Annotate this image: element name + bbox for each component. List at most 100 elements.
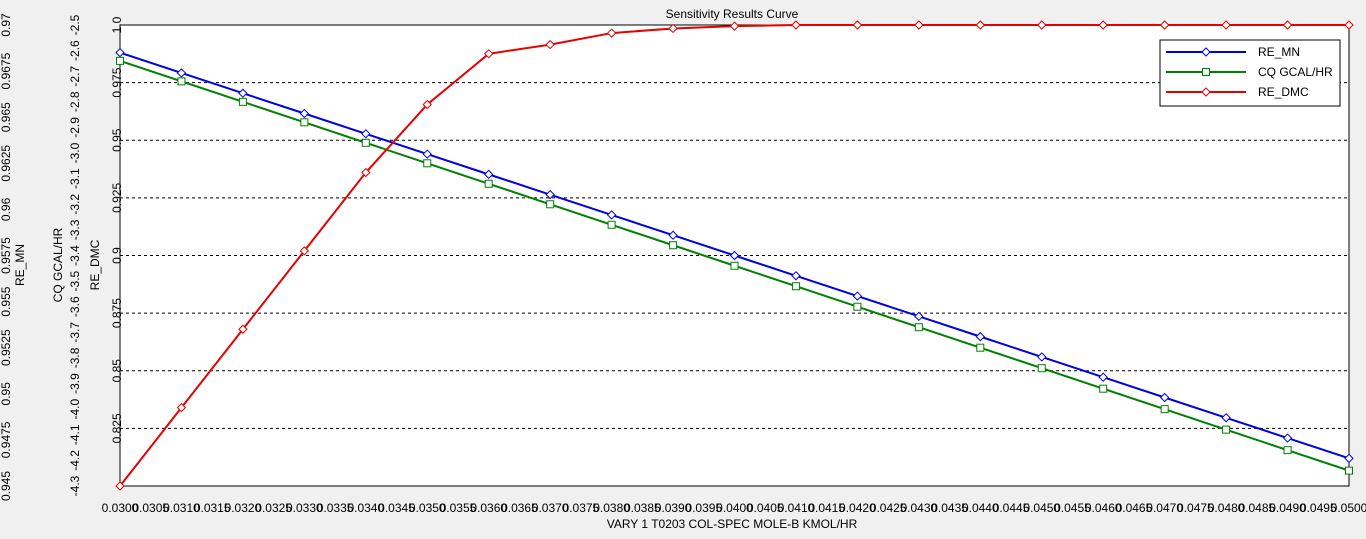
x-tick-label: 0.0490	[1269, 501, 1306, 515]
y-tick-label: -3.9	[68, 373, 82, 394]
data-point	[1282, 433, 1293, 443]
x-tick-label: 0.0455	[1054, 501, 1091, 515]
data-point	[115, 47, 125, 58]
data-point	[299, 246, 310, 256]
data-point	[853, 302, 862, 311]
y-tick-label: -2.5	[68, 14, 82, 35]
data-point	[1159, 392, 1170, 403]
x-tick-label: 0.0475	[1177, 501, 1214, 515]
x-tick-label: 0.0400	[716, 501, 753, 515]
data-point	[1037, 352, 1047, 362]
data-point	[177, 77, 186, 86]
data-point	[606, 210, 617, 220]
data-point	[606, 28, 617, 38]
x-tick-label: 0.0390	[655, 501, 692, 515]
y-tick-label: 0.95	[0, 382, 13, 406]
legend-item: CQ GCAL/HR	[1166, 65, 1333, 79]
data-point	[299, 108, 310, 119]
y-tick-label: 0.925	[110, 183, 124, 213]
x-tick-label: 0.0415	[808, 501, 845, 515]
data-point	[1222, 425, 1231, 434]
x-tick-label: 0.0360	[470, 501, 507, 515]
data-point	[1345, 466, 1353, 475]
data-point	[1344, 20, 1354, 30]
y-tick-label: 0.95	[110, 128, 124, 152]
y-tick-label: -3.1	[68, 168, 82, 189]
x-tick-label: 0.0385	[624, 501, 661, 515]
y-tick-label: 0.945	[0, 471, 13, 501]
y-tick-label: 0.97	[0, 13, 13, 37]
x-tick-label: 0.0440	[962, 501, 999, 515]
legend-label: RE_MN	[1258, 45, 1300, 59]
x-tick-label: 0.0420	[839, 501, 876, 515]
data-point	[791, 20, 801, 30]
y-tick-label: 1.0	[110, 16, 124, 33]
data-point	[484, 179, 493, 188]
data-point	[1344, 453, 1354, 464]
x-tick-label: 0.0430	[900, 501, 937, 515]
data-point	[483, 49, 494, 59]
y-tick-label: 0.9675	[0, 52, 13, 89]
series-re-dmc	[115, 20, 1354, 491]
x-tick-label: 0.0380	[593, 501, 630, 515]
legend-marker	[1201, 87, 1211, 97]
data-point	[976, 343, 985, 352]
y-tick-label: 0.875	[110, 298, 124, 328]
series-layer	[115, 20, 1354, 491]
x-tick-label: 0.0435	[931, 501, 968, 515]
data-point	[238, 324, 248, 334]
y-tick-label: -2.9	[68, 117, 82, 138]
x-tick-label: 0.0355	[440, 501, 477, 515]
data-point	[546, 200, 555, 209]
y-tick-label: 0.965	[0, 102, 13, 132]
data-point	[1160, 405, 1169, 414]
data-point	[238, 97, 247, 106]
data-point	[791, 282, 800, 291]
y-tick-label: -3.0	[68, 142, 82, 163]
data-point	[1283, 446, 1292, 455]
data-point	[361, 129, 371, 139]
legend-label: CQ GCAL/HR	[1258, 65, 1333, 79]
data-point	[1221, 413, 1231, 423]
legend-item: RE_DMC	[1166, 85, 1309, 99]
x-tick-label: 0.0500	[1331, 501, 1366, 515]
x-tick-label: 0.0335	[317, 501, 354, 515]
data-point	[729, 21, 740, 31]
data-point	[914, 20, 924, 30]
y-tick-label: -2.6	[68, 40, 82, 61]
data-point	[116, 56, 124, 65]
y-tick-label: -4.2	[68, 450, 82, 471]
data-point	[668, 23, 678, 34]
y-tick-label: -3.8	[68, 347, 82, 368]
data-point	[176, 68, 187, 78]
x-tick-label: 0.0405	[747, 501, 784, 515]
y-tick-label: -4.1	[68, 424, 82, 445]
x-tick-label: 0.0315	[194, 501, 231, 515]
legend-label: RE_DMC	[1258, 85, 1309, 99]
series-re-mn	[115, 47, 1354, 464]
y-tick-label: -4.3	[68, 475, 82, 496]
grid-lines	[120, 24, 1349, 429]
legend-marker	[1202, 68, 1210, 76]
x-tick-label: 0.0425	[870, 501, 907, 515]
x-tick-label: 0.0345	[378, 501, 415, 515]
series-cq-gcal-hr	[116, 56, 1353, 475]
data-point	[115, 481, 125, 491]
x-tick-label: 0.0395	[685, 501, 722, 515]
x-tick-label: 0.0460	[1085, 501, 1122, 515]
y-tick-label: -3.4	[68, 245, 82, 266]
legend: RE_MN CQ GCAL/HR RE_DMC	[1159, 39, 1341, 107]
data-point	[1037, 20, 1047, 30]
y-tick-label: -4.0	[68, 399, 82, 420]
y-tick-label: -3.6	[68, 296, 82, 317]
x-tick-label: 0.0485	[1238, 501, 1275, 515]
data-point	[975, 331, 986, 342]
data-point	[300, 118, 309, 127]
data-point	[483, 169, 494, 180]
legend-marker	[1201, 47, 1211, 57]
data-point	[238, 88, 248, 98]
y-axis-label: RE_DMC	[88, 239, 102, 290]
data-point	[729, 250, 740, 261]
data-point	[914, 311, 924, 322]
data-point	[1282, 20, 1293, 30]
